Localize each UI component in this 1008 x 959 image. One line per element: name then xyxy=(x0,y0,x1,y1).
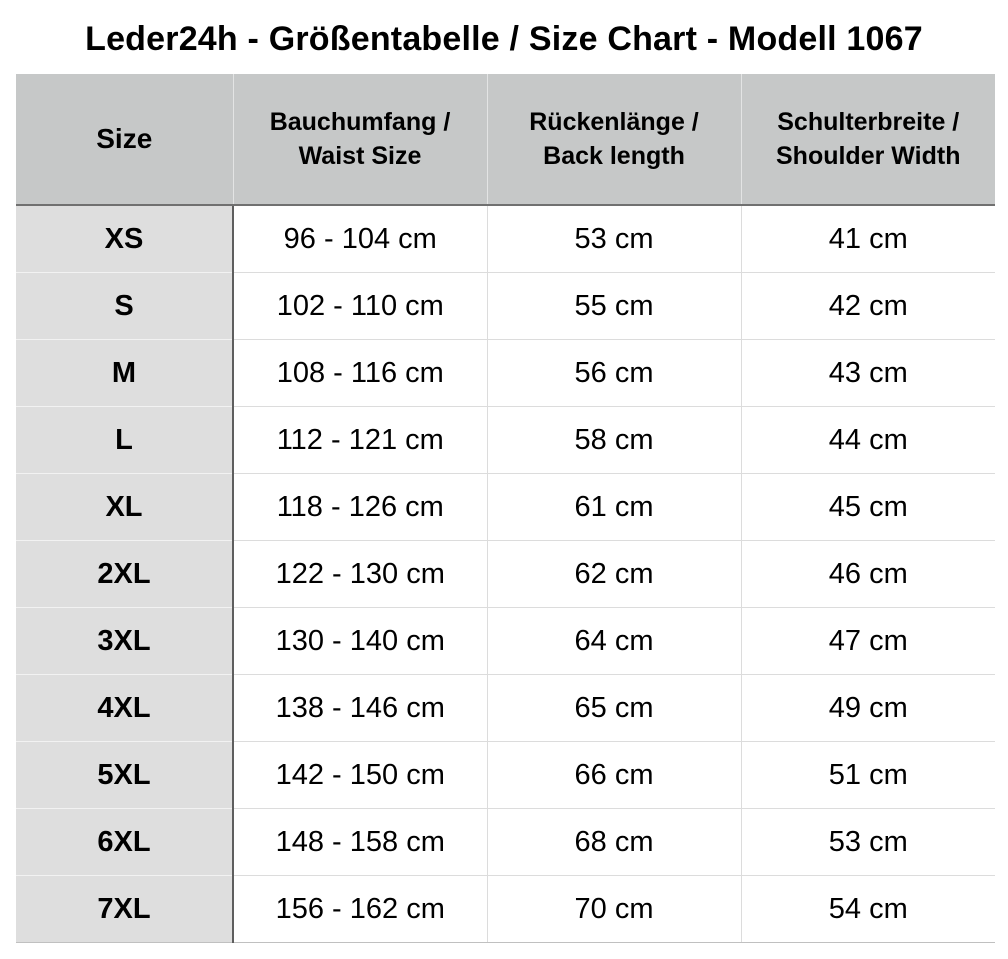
table-row: 7XL 156 - 162 cm 70 cm 54 cm xyxy=(16,875,995,943)
table-row: XL 118 - 126 cm 61 cm 45 cm xyxy=(16,473,995,541)
waist-cell: 102 - 110 cm xyxy=(233,272,488,340)
size-cell: 6XL xyxy=(16,808,234,876)
column-header-waist-line1: Bauchumfang / xyxy=(269,108,451,136)
size-cell: 4XL xyxy=(16,674,234,742)
back-length-cell: 68 cm xyxy=(487,808,742,876)
table-row: 6XL 148 - 158 cm 68 cm 53 cm xyxy=(16,808,995,876)
column-header-back-line2: Back length xyxy=(543,142,685,170)
size-cell: 5XL xyxy=(16,741,234,809)
waist-cell: 108 - 116 cm xyxy=(233,339,488,407)
size-cell: M xyxy=(16,339,234,407)
waist-cell: 156 - 162 cm xyxy=(233,875,488,943)
column-header-shoulder-width: Schulterbreite / Shoulder Width xyxy=(741,74,995,206)
shoulder-width-cell: 47 cm xyxy=(741,607,995,675)
back-length-cell: 53 cm xyxy=(487,205,742,273)
back-length-cell: 66 cm xyxy=(487,741,742,809)
size-table: Size Bauchumfang / Waist Size Rückenläng… xyxy=(16,74,995,943)
column-header-shoulder-line2: Shoulder Width xyxy=(776,142,961,170)
shoulder-width-cell: 43 cm xyxy=(741,339,995,407)
shoulder-width-cell: 42 cm xyxy=(741,272,995,340)
shoulder-width-cell: 53 cm xyxy=(741,808,995,876)
size-cell: 2XL xyxy=(16,540,234,608)
size-cell: 7XL xyxy=(16,875,234,943)
waist-cell: 118 - 126 cm xyxy=(233,473,488,541)
table-row: XS 96 - 104 cm 53 cm 41 cm xyxy=(16,205,995,273)
size-cell: 3XL xyxy=(16,607,234,675)
table-row: 2XL 122 - 130 cm 62 cm 46 cm xyxy=(16,540,995,608)
size-cell: L xyxy=(16,406,234,474)
waist-cell: 122 - 130 cm xyxy=(233,540,488,608)
shoulder-width-cell: 54 cm xyxy=(741,875,995,943)
table-header-row: Size Bauchumfang / Waist Size Rückenläng… xyxy=(16,74,995,206)
page-title: Leder24h - Größentabelle / Size Chart - … xyxy=(85,20,923,58)
table-row: L 112 - 121 cm 58 cm 44 cm xyxy=(16,406,995,474)
back-length-cell: 61 cm xyxy=(487,473,742,541)
column-header-size-label: Size xyxy=(96,123,153,154)
column-header-waist-line2: Waist Size xyxy=(298,142,422,170)
back-length-cell: 70 cm xyxy=(487,875,742,943)
size-cell: XS xyxy=(16,205,234,273)
shoulder-width-cell: 46 cm xyxy=(741,540,995,608)
back-length-cell: 58 cm xyxy=(487,406,742,474)
back-length-cell: 56 cm xyxy=(487,339,742,407)
shoulder-width-cell: 45 cm xyxy=(741,473,995,541)
waist-cell: 112 - 121 cm xyxy=(233,406,488,474)
back-length-cell: 55 cm xyxy=(487,272,742,340)
column-header-back-line1: Rückenlänge / xyxy=(529,108,699,136)
waist-cell: 130 - 140 cm xyxy=(233,607,488,675)
size-cell: S xyxy=(16,272,234,340)
back-length-cell: 62 cm xyxy=(487,540,742,608)
waist-cell: 148 - 158 cm xyxy=(233,808,488,876)
table-row: M 108 - 116 cm 56 cm 43 cm xyxy=(16,339,995,407)
back-length-cell: 64 cm xyxy=(487,607,742,675)
table-row: S 102 - 110 cm 55 cm 42 cm xyxy=(16,272,995,340)
column-header-size: Size xyxy=(16,74,234,206)
waist-cell: 96 - 104 cm xyxy=(233,205,488,273)
size-cell: XL xyxy=(16,473,234,541)
shoulder-width-cell: 41 cm xyxy=(741,205,995,273)
shoulder-width-cell: 49 cm xyxy=(741,674,995,742)
column-header-waist: Bauchumfang / Waist Size xyxy=(233,74,488,206)
table-row: 4XL 138 - 146 cm 65 cm 49 cm xyxy=(16,674,995,742)
back-length-cell: 65 cm xyxy=(487,674,742,742)
table-row: 3XL 130 - 140 cm 64 cm 47 cm xyxy=(16,607,995,675)
table-row: 5XL 142 - 150 cm 66 cm 51 cm xyxy=(16,741,995,809)
shoulder-width-cell: 51 cm xyxy=(741,741,995,809)
waist-cell: 142 - 150 cm xyxy=(233,741,488,809)
column-header-shoulder-line1: Schulterbreite / xyxy=(777,108,960,136)
waist-cell: 138 - 146 cm xyxy=(233,674,488,742)
column-header-back-length: Rückenlänge / Back length xyxy=(487,74,742,206)
shoulder-width-cell: 44 cm xyxy=(741,406,995,474)
